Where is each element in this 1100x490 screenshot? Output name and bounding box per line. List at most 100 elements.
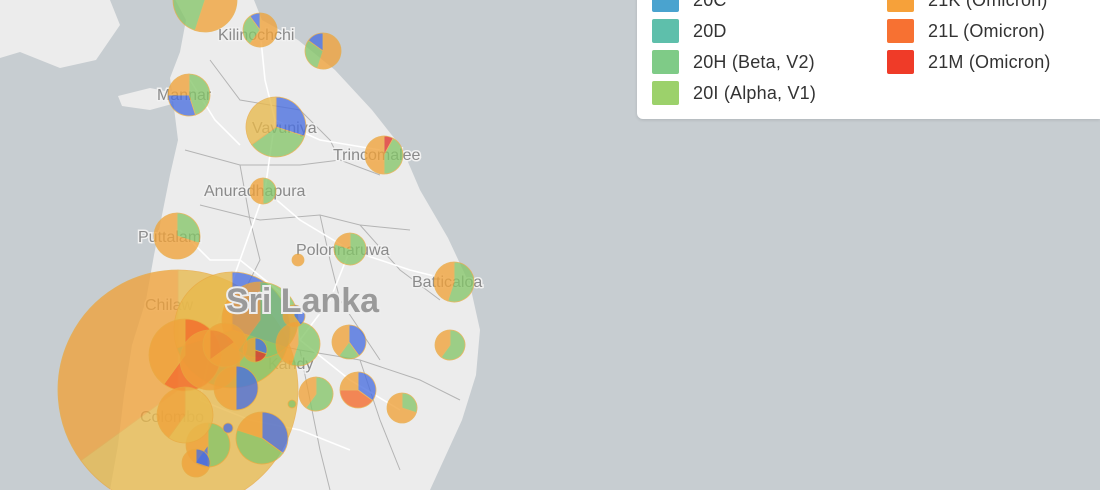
legend-swatch-21k <box>887 0 914 12</box>
pie-slice <box>305 376 334 412</box>
pie-slice <box>339 371 359 391</box>
pie-slice <box>222 422 234 434</box>
location-pie-marker[interactable] <box>287 399 297 409</box>
legend-item-20i[interactable]: 20I (Alpha, V1) <box>652 79 816 107</box>
pie-slice <box>331 324 350 357</box>
mannar-island <box>118 88 172 110</box>
location-pie-marker[interactable] <box>181 448 211 478</box>
location-pie-marker[interactable] <box>235 411 289 465</box>
pie-slice <box>236 411 263 439</box>
location-pie-marker[interactable] <box>333 232 367 266</box>
pie-slice <box>440 329 466 361</box>
pie-slice <box>188 73 211 116</box>
location-pie-marker[interactable] <box>242 12 278 48</box>
location-pie-marker[interactable] <box>222 422 234 434</box>
pie-slice <box>176 212 201 244</box>
location-pie-marker[interactable] <box>242 337 268 363</box>
location-pie-marker[interactable] <box>213 365 259 411</box>
pie-slice <box>291 253 305 267</box>
legend-label-20h: 20H (Beta, V2) <box>693 51 815 72</box>
legend-item-20c[interactable]: 20C <box>652 0 727 14</box>
location-pie-marker[interactable] <box>304 32 342 70</box>
pie-slice <box>172 0 206 31</box>
legend-label-20i: 20I (Alpha, V1) <box>693 82 817 103</box>
pie-slice <box>287 399 297 409</box>
country-label: Sri Lanka <box>226 282 380 320</box>
location-pie-marker[interactable] <box>245 96 307 158</box>
location-pie-marker[interactable] <box>172 0 238 33</box>
pie-slice <box>202 322 248 368</box>
pie-slice <box>348 324 367 357</box>
pie-slice <box>386 392 417 424</box>
legend-swatch-21m <box>887 50 914 74</box>
location-pie-marker[interactable] <box>331 324 367 360</box>
pie-slice <box>383 137 404 175</box>
location-pie-marker[interactable] <box>386 392 418 424</box>
location-pie-marker[interactable] <box>291 253 305 267</box>
pie-slice <box>242 337 256 363</box>
legend-item-21m[interactable]: 21M (Omicron) <box>887 48 1051 76</box>
location-pie-marker[interactable] <box>249 177 277 205</box>
legend-label-21k: 21K (Omicron) <box>928 0 1048 11</box>
pie-slice <box>156 386 186 439</box>
pie-slice <box>364 135 385 175</box>
location-pie-marker[interactable] <box>434 329 466 361</box>
legend-item-20h[interactable]: 20H (Beta, V2) <box>652 48 815 76</box>
pie-slice <box>251 126 306 158</box>
location-pie-marker[interactable] <box>275 321 321 367</box>
location-pie-marker[interactable] <box>298 376 334 412</box>
location-pie-marker[interactable] <box>153 212 201 260</box>
location-pie-marker[interactable] <box>167 73 211 117</box>
pie-slice <box>290 321 321 367</box>
pie-slice <box>304 39 324 69</box>
pie-slice <box>298 376 317 409</box>
pie-slice <box>195 448 211 468</box>
legend-item-21l[interactable]: 21L (Omicron) <box>887 17 1045 45</box>
pie-slice <box>242 15 261 45</box>
pie-slice <box>334 232 351 250</box>
pie-slice <box>57 269 179 462</box>
location-pie-marker[interactable] <box>202 322 248 368</box>
pie-slice <box>235 429 284 465</box>
location-pie-marker[interactable] <box>156 386 214 444</box>
location-pie-marker[interactable] <box>433 261 475 303</box>
legend-swatch-21l <box>887 19 914 43</box>
pie-slice <box>213 365 237 411</box>
pie-slice <box>249 12 278 48</box>
legend-label-21l: 21L (Omicron) <box>928 20 1045 41</box>
pie-markers[interactable] <box>57 0 475 490</box>
pie-slice <box>245 96 277 146</box>
pie-slice <box>434 329 451 358</box>
pie-slice <box>307 32 324 52</box>
legend-label-20d: 20D <box>693 20 727 41</box>
pie-slice <box>235 365 259 411</box>
legend-item-21k[interactable]: 21K (Omicron) <box>887 0 1048 14</box>
legend-label-20c: 20C <box>693 0 727 11</box>
pie-slice <box>275 96 307 137</box>
pie-slice <box>167 386 214 444</box>
pie-slice <box>282 304 302 328</box>
pie-slice <box>249 177 264 205</box>
pie-slice <box>207 422 231 468</box>
pie-slice <box>401 392 418 414</box>
pie-slice <box>181 448 210 478</box>
pie-slice <box>167 94 196 117</box>
pie-slice <box>167 73 190 96</box>
pie-slice <box>262 177 277 205</box>
mainland-coast <box>0 0 120 68</box>
legend-label-21m: 21M (Omicron) <box>928 51 1051 72</box>
pie-slice <box>293 304 306 326</box>
pie-slice <box>249 12 261 32</box>
pie-slice <box>357 371 377 402</box>
pie-slice <box>339 389 374 409</box>
location-pie-marker[interactable] <box>339 371 377 409</box>
location-pie-marker[interactable] <box>282 304 306 328</box>
location-pie-marker[interactable] <box>364 135 404 175</box>
pie-slice <box>433 261 455 302</box>
pie-slice <box>153 212 200 260</box>
legend-swatch-20i <box>652 81 679 105</box>
legend-swatch-20h <box>652 50 679 74</box>
legend-item-20d[interactable]: 20D <box>652 17 727 45</box>
pie-slice <box>194 0 238 33</box>
